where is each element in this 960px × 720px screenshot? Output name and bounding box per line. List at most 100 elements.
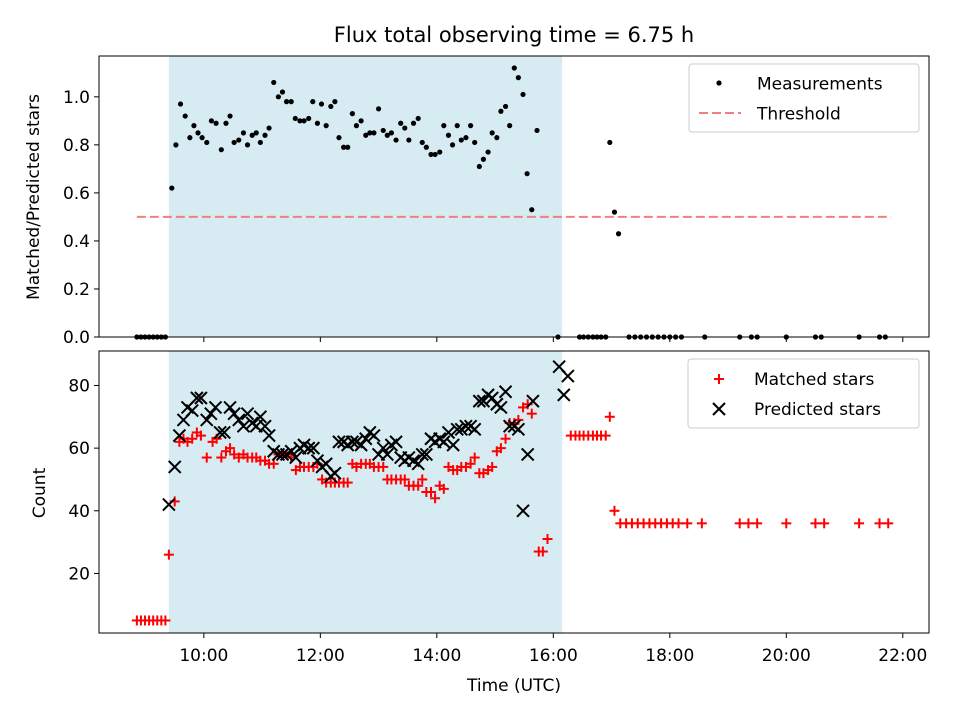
matched-star-point: [195, 430, 206, 441]
measurement-point: [213, 120, 219, 126]
measurement-point: [199, 135, 205, 141]
chart-title: Flux total observing time = 6.75 h: [334, 23, 694, 47]
predicted-star-point: [472, 394, 487, 408]
predicted-star-point: [236, 419, 251, 433]
measurement-point: [375, 106, 382, 112]
measurement-point: [191, 123, 197, 129]
measurement-point: [449, 142, 456, 148]
measurement-point: [358, 118, 364, 124]
measurement-point: [345, 144, 351, 150]
x-tick-label: 22:00: [878, 646, 927, 666]
matched-star-point: [495, 443, 506, 454]
count-panel: 20 40 60 80 10:00 12:00 14:00 16:00 18:00 20:00 2…: [30, 350, 930, 696]
ratio-x-ticks: [203, 337, 904, 342]
ratio-y-axis-label: Matched/Predicted stars: [24, 94, 44, 300]
matched-star-point: [874, 518, 885, 529]
measurement-point: [182, 113, 188, 119]
count-y-ticks: 20 40 60 80: [68, 376, 99, 584]
measurement-point: [262, 132, 268, 138]
predicted-star-point: [511, 422, 526, 437]
measurement-point: [367, 130, 373, 136]
measurement-point: [388, 130, 394, 136]
predicted-star-point: [376, 441, 390, 455]
measurement-point: [208, 118, 215, 124]
predicted-star-point: [262, 428, 276, 443]
matched-star-point: [743, 518, 754, 529]
y-tick-label: 0.2: [63, 280, 90, 300]
predicted-star-point: [217, 425, 231, 440]
measurement-point: [380, 127, 386, 134]
matched-star-point: [438, 483, 449, 494]
predicted-star-point: [172, 428, 187, 443]
predicted-stars-points: [162, 359, 575, 518]
x-tick-label: 18:00: [645, 646, 694, 666]
measurement-point: [266, 125, 272, 131]
matched-star-point: [609, 505, 620, 516]
predicted-star-point: [557, 388, 571, 402]
x-tick-label: 16:00: [529, 646, 578, 666]
predicted-star-point: [213, 425, 227, 440]
predicted-star-point: [498, 385, 513, 399]
count-y-axis-label: Count: [30, 467, 50, 518]
predicted-star-point: [441, 425, 456, 440]
predicted-star-point: [415, 447, 429, 462]
observing-window-span: [168, 351, 563, 633]
measurement-point: [271, 79, 277, 86]
matched-star-point: [682, 518, 693, 529]
measurement-point: [223, 120, 229, 126]
measurement-point: [328, 103, 334, 110]
predicted-star-point: [467, 422, 482, 437]
x-tick-label: 14:00: [412, 646, 461, 666]
measurement-point: [454, 123, 460, 129]
measurement-point: [498, 108, 504, 114]
count-legend: Matched stars Predicted stars: [687, 358, 920, 429]
measurement-point: [406, 137, 412, 143]
measurement-point: [432, 151, 438, 158]
predicted-star-point: [284, 444, 298, 458]
measurement-point: [169, 185, 175, 191]
predicted-star-point: [502, 419, 517, 433]
measurement-point: [310, 99, 316, 105]
measurement-point: [279, 89, 286, 95]
measurement-point: [515, 75, 521, 81]
measurement-point: [607, 139, 613, 146]
x-tick-label: 12:00: [296, 646, 345, 666]
measurement-point: [468, 123, 474, 129]
legend-marker-predicted: [712, 402, 726, 416]
measurement-point: [236, 137, 242, 143]
measurement-point: [384, 132, 390, 138]
measurement-point: [292, 115, 298, 122]
predicted-star-point: [240, 406, 255, 421]
observing-window-span: [168, 56, 563, 337]
measurement-point: [240, 130, 247, 136]
measurement-point: [529, 207, 535, 213]
predicted-star-point: [367, 428, 381, 443]
measurement-point: [502, 103, 509, 110]
legend-marker-measurements: [716, 80, 722, 86]
measurement-point: [611, 209, 618, 215]
matched-star-point: [752, 518, 763, 529]
predicted-star-point: [258, 419, 272, 433]
matched-star-point: [810, 518, 821, 529]
measurement-point: [615, 231, 622, 237]
matched-star-point: [696, 518, 707, 529]
measurement-point: [476, 163, 482, 170]
ratio-legend: Measurements Threshold: [688, 63, 920, 133]
predicted-star-point: [168, 460, 182, 474]
matched-star-point: [465, 458, 476, 469]
ratio-plot-frame: [98, 55, 930, 338]
measurement-point: [288, 99, 294, 105]
measurement-point: [341, 144, 347, 150]
legend-label-measurements: Measurements: [757, 75, 883, 95]
measurement-point: [458, 137, 464, 143]
y-tick-label: 60: [68, 439, 90, 459]
y-tick-label: 20: [68, 564, 90, 584]
ratio-y-ticks: 0.0 0.2 0.4 0.6 0.8 1.0: [63, 88, 99, 348]
measurement-point: [249, 132, 255, 138]
measurement-point: [441, 123, 447, 129]
count-x-ticks: 10:00 12:00 14:00 16:00 18:00 20:00 22:00: [179, 633, 927, 666]
matched-star-point: [487, 461, 498, 472]
measurement-point: [323, 123, 329, 129]
predicted-star-point: [223, 400, 237, 415]
measurement-point: [398, 120, 404, 126]
